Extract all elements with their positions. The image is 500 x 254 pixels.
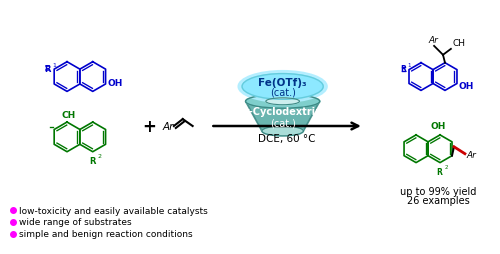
Polygon shape: [246, 102, 320, 131]
Text: simple and benign reaction conditions: simple and benign reaction conditions: [18, 229, 192, 239]
Text: OH: OH: [430, 121, 446, 131]
Text: 1: 1: [407, 63, 410, 68]
Text: R: R: [44, 65, 51, 73]
Text: Ar: Ar: [163, 121, 174, 132]
Ellipse shape: [242, 74, 323, 100]
Text: +: +: [142, 118, 156, 135]
Ellipse shape: [246, 95, 320, 109]
Text: 1: 1: [52, 62, 56, 67]
Text: γ-Cyclodextrin: γ-Cyclodextrin: [242, 107, 322, 117]
Text: up to 99% yield: up to 99% yield: [400, 186, 476, 197]
Text: 2: 2: [445, 164, 448, 169]
Text: 26 examples: 26 examples: [406, 195, 470, 205]
Text: Fe(OTf)₃: Fe(OTf)₃: [258, 78, 307, 88]
Ellipse shape: [238, 71, 327, 103]
Text: low-toxicity and easily available catalysts: low-toxicity and easily available cataly…: [18, 206, 208, 215]
Text: CH: CH: [62, 111, 76, 120]
Text: OH: OH: [459, 82, 474, 91]
Text: R: R: [90, 156, 96, 165]
Ellipse shape: [266, 99, 300, 105]
Text: Ar: Ar: [467, 151, 476, 160]
Text: R: R: [436, 167, 442, 176]
Text: OH: OH: [108, 79, 123, 88]
Text: (cat.): (cat.): [270, 118, 295, 128]
Text: DCE, 60 °C: DCE, 60 °C: [258, 133, 316, 143]
Ellipse shape: [262, 126, 304, 136]
Text: 2: 2: [98, 153, 102, 158]
Text: (cat.): (cat.): [270, 87, 295, 97]
Text: Ar: Ar: [428, 36, 438, 45]
Text: wide range of substrates: wide range of substrates: [18, 218, 131, 227]
Text: R: R: [400, 65, 406, 74]
Text: CH: CH: [453, 39, 466, 48]
